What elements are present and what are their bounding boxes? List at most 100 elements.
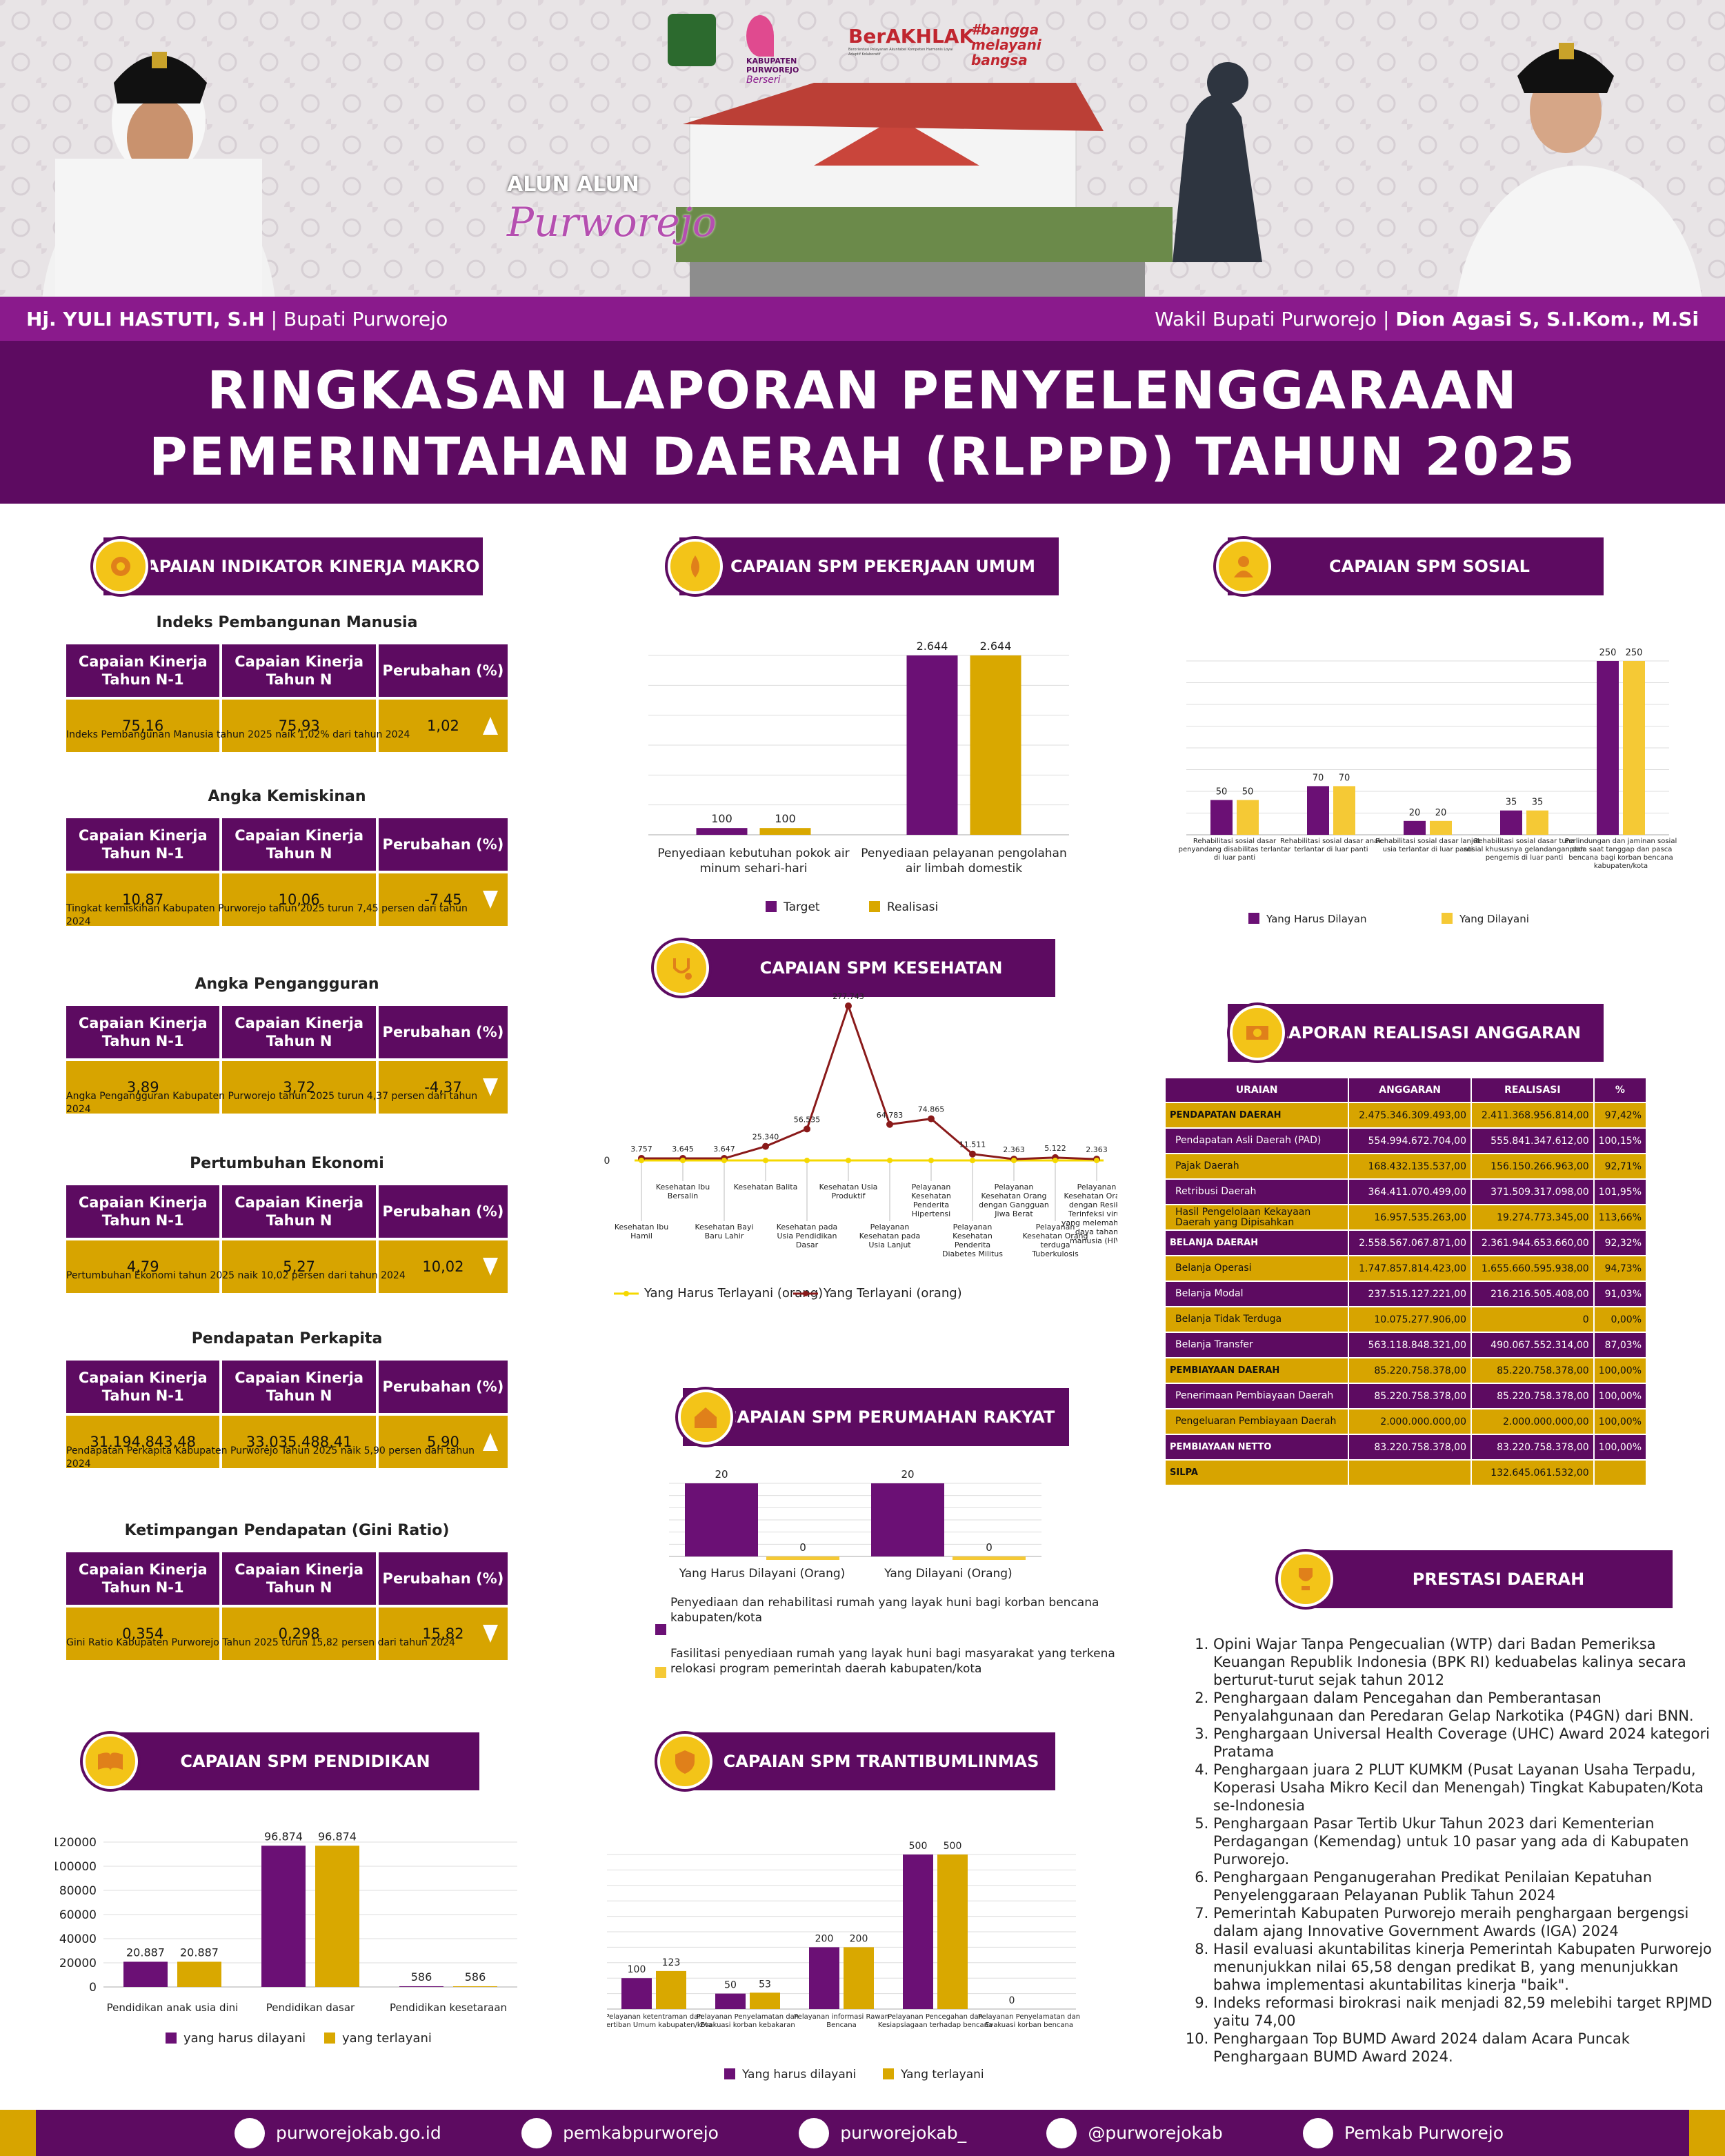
kinerja-table: Capaian Kinerja Tahun N-1 Capaian Kinerja… (63, 1003, 510, 1116)
y-tick-label: 100000 (55, 1860, 97, 1874)
category-label: Produktif (831, 1191, 866, 1200)
footer-link-label: purworejokab_ (840, 2123, 967, 2143)
section-header-spm-pendidikan: CAPAIAN SPM PENDIDIKAN (103, 1732, 479, 1790)
y-tick-label: 40000 (59, 1932, 97, 1946)
kinerja-col-header: Capaian Kinerja Tahun N-1 (66, 1361, 220, 1413)
arrow-down-icon (483, 1258, 498, 1276)
kinerja-title: Angka Kemiskinan (208, 788, 366, 805)
lra-persen: 101,95% (1594, 1180, 1646, 1204)
data-point (680, 1158, 686, 1163)
legend-marker (803, 1291, 808, 1296)
category-label: Pelayanan Penyelamatan dan (978, 2013, 1080, 2021)
kabupaten-purworejo-logo (668, 14, 716, 66)
bar-series1 (696, 828, 748, 835)
lra-realisasi: 156.150.266.963,00 (1471, 1154, 1593, 1178)
data-label: 277.743 (832, 993, 864, 1001)
kinerja-table: Capaian Kinerja Tahun N-1 Capaian Kinerja… (63, 1550, 510, 1663)
chart-spm-trantibumlinmas: 100 123 Pelayanan ketentraman danketertiba… (607, 1841, 1080, 2081)
category-label: Kesehatan Ibu (656, 1183, 710, 1191)
legend-swatch (766, 901, 777, 912)
category-label: Dasar (796, 1240, 819, 1249)
data-point (1094, 1158, 1099, 1163)
legend-label: yang harus dilayani (183, 2031, 306, 2046)
category-label: Yang Dilayani (Orang) (884, 1567, 1012, 1581)
data-label: 70 (1339, 773, 1350, 783)
lra-uraian: Hasil Pengelolaan Kekayaan Daerah yang D… (1166, 1205, 1348, 1229)
bupati-name-group: Hj. YULI HASTUTI, S.H | Bupati Purworejo (26, 308, 448, 330)
wakil-bupati-portrait (1457, 43, 1702, 297)
prestasi-item: Indeks reformasi birokrasi naik menjadi … (1213, 1994, 1714, 2030)
category-label: Diabetes Militus (942, 1249, 1003, 1258)
separator: | (270, 307, 278, 330)
bar-series1 (1597, 661, 1619, 835)
prestasi-item: Penghargaan juara 2 PLUT KUMKM (Pusat La… (1213, 1761, 1714, 1814)
footer-link[interactable]: pemkabpurworejo (521, 2117, 719, 2148)
kinerja-col-header: Perubahan (%) (378, 1185, 508, 1238)
footer-link-label: @purworejokab (1088, 2123, 1223, 2143)
kinerja-col-header: Capaian Kinerja Tahun N (222, 644, 376, 697)
section-title: CAPAIAN SPM SOSIAL (1329, 557, 1530, 576)
data-label: 2.644 (980, 640, 1012, 653)
bar-series1 (1404, 820, 1426, 835)
kinerja-table: Capaian Kinerja Tahun N-1 Capaian Kinerja… (63, 815, 510, 929)
kinerja-col-header: Perubahan (%) (378, 1006, 508, 1058)
bar-series2 (1623, 661, 1645, 835)
lra-anggaran: 10.075.277.906,00 (1349, 1307, 1470, 1332)
kinerja-table: Capaian Kinerja Tahun N-1 Capaian Kinerja… (63, 1358, 510, 1471)
lra-anggaran: 83.220.758.378,00 (1349, 1435, 1470, 1459)
category-label: yang melemahkan (1061, 1218, 1117, 1227)
category-label: Pendidikan kesetaraan (390, 2001, 507, 2014)
footer-link[interactable]: Pemkab Purworejo (1303, 2117, 1504, 2148)
house-icon (678, 1389, 733, 1445)
kinerja-table: Capaian Kinerja Tahun N-1 Capaian Kinerja… (63, 1183, 510, 1296)
data-point (886, 1120, 893, 1128)
section-title: CAPAIAN INDIKATOR KINERJA MAKRO (134, 557, 480, 576)
kinerja-title: Indeks Pembangunan Manusia (156, 614, 418, 631)
bangga-text: #bangga melayani bangsa (971, 21, 1041, 68)
category-label: Hipertensi (912, 1209, 950, 1218)
youtube-icon (1303, 2117, 1334, 2148)
category-label: Yang Harus Dilayani (Orang) (679, 1567, 846, 1581)
lra-uraian: PEMBIAYAAN NETTO (1166, 1435, 1348, 1459)
kinerja-value-n1: 4,79 (66, 1240, 220, 1293)
data-label: 100 (628, 1964, 646, 1975)
kantor-bupati-building (676, 83, 1173, 297)
bar-series2 (1526, 810, 1548, 835)
lra-realisasi: 19.274.773.345,00 (1471, 1205, 1593, 1229)
lra-row: Pengeluaran Pembiayaan Daerah 2.000.000.0… (1166, 1410, 1646, 1434)
legend-label: Yang Terlayani (orang) (823, 1286, 962, 1300)
data-label: 200 (850, 1933, 868, 1944)
bar-series2 (1237, 800, 1259, 835)
footer-link[interactable]: @purworejokab (1046, 2117, 1223, 2148)
footer-link[interactable]: purworejokab_ (799, 2117, 967, 2148)
header-illustration (0, 0, 1725, 297)
category-label: Kesehatan (911, 1191, 951, 1200)
category-label: terlantar di luar panti (1294, 846, 1368, 853)
lra-row: SILPA 132.645.061.532,00 (1166, 1461, 1646, 1485)
lra-realisasi: 555.841.347.612,00 (1471, 1129, 1593, 1153)
data-point (928, 1115, 935, 1122)
lra-realisasi: 85.220.758.378,00 (1471, 1384, 1593, 1408)
footer-link[interactable]: purworejokab.go.id (235, 2117, 441, 2148)
globe-icon (235, 2117, 265, 2148)
legend-swatch (324, 2033, 335, 2044)
category-label: Kesehatan Balita (734, 1183, 798, 1191)
bar-series2 (937, 1855, 968, 2009)
category-label: Usia Lanjut (868, 1240, 911, 1249)
lra-uraian: Retribusi Daerah (1166, 1180, 1348, 1204)
kinerja-col-header: Capaian Kinerja Tahun N-1 (66, 818, 220, 871)
lra-uraian: Belanja Tidak Terduga (1166, 1307, 1348, 1332)
bupati-portrait (42, 52, 275, 297)
data-label: 2.363 (1003, 1145, 1025, 1154)
kinerja-note: Angka Pengangguran Kabupaten Purworejo t… (66, 1091, 478, 1115)
category-label: Kesehatan Orang (981, 1191, 1046, 1200)
lra-anggaran: 364.411.070.499,00 (1349, 1180, 1470, 1204)
lra-anggaran: 2.475.346.309.493,00 (1349, 1103, 1470, 1127)
footer-accent-left (0, 2110, 36, 2156)
category-label: Penyediaan kebutuhan pokok air (657, 847, 849, 860)
lra-realisasi: 1.655.660.595.938,00 (1471, 1256, 1593, 1280)
bar-series1 (1307, 786, 1329, 835)
data-point (970, 1158, 975, 1163)
kinerja-title: Angka Pengangguran (195, 976, 379, 993)
legend-label: Yang harus dilayani (741, 2068, 856, 2081)
